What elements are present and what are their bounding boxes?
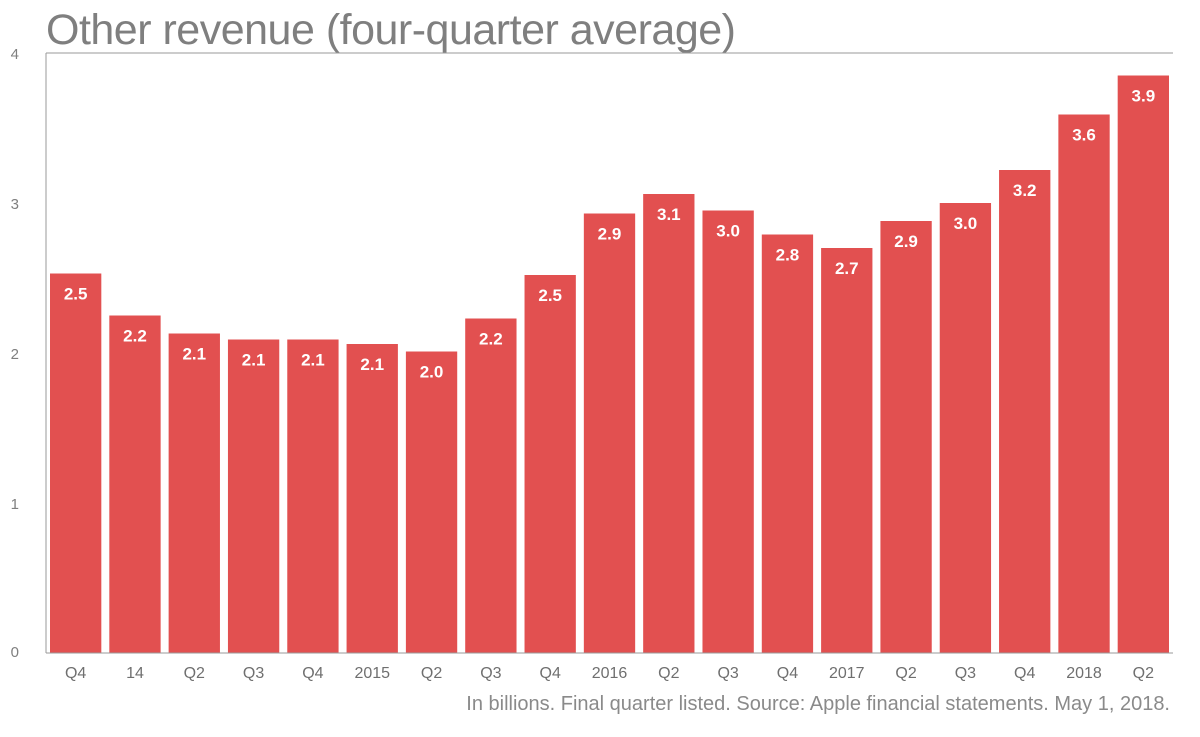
bar-value-label: 2.2: [479, 330, 503, 349]
bar: [643, 194, 695, 653]
y-axis: 0 1 2 3 4: [11, 46, 19, 661]
bar-value-label: 2.1: [242, 351, 266, 370]
bar: [702, 210, 754, 653]
bar-value-label: 3.0: [954, 214, 978, 233]
value-labels: 2.5 2.2 2.1 2.1 2.1 2.1 2.0 2.2 2.5 2.9 3.1 3.0 2.8 2…: [64, 87, 1155, 382]
bar: [405, 351, 458, 653]
bar-value-label: 2.1: [360, 355, 384, 374]
x-tick-label: 2017: [829, 665, 865, 682]
x-tick-label: 2016: [592, 665, 628, 682]
bar-value-label: 2.0: [420, 363, 444, 382]
bar-value-label: 3.1: [657, 205, 681, 224]
bar-value-label: 2.2: [123, 327, 147, 346]
x-axis: Q4 14 Q2 Q3 Q4 2015 Q2 Q3 Q4 2016 Q2 Q3 Q4 2017 Q2 Q3 Q4…: [65, 665, 1154, 682]
bar: [287, 339, 339, 653]
x-tick-label: 14: [126, 665, 144, 682]
chart-caption: In billions. Final quarter listed. Sourc…: [466, 693, 1170, 715]
bar: [346, 344, 398, 653]
x-tick-label: Q2: [421, 665, 442, 682]
bar-value-label: 2.8: [776, 246, 800, 265]
x-tick-label: Q3: [955, 665, 976, 682]
bar: [939, 203, 992, 653]
x-tick-label: Q3: [243, 665, 264, 682]
bar-value-label: 3.0: [716, 222, 740, 241]
x-tick-label: 2015: [354, 665, 390, 682]
bar: [880, 221, 932, 653]
bar: [583, 213, 636, 653]
x-tick-label: Q2: [184, 665, 205, 682]
bar-value-label: 2.1: [301, 351, 325, 370]
bar-value-label: 3.2: [1013, 181, 1037, 200]
x-tick-label: Q3: [480, 665, 501, 682]
bar: [1058, 114, 1110, 653]
bar-value-label: 2.5: [538, 286, 562, 305]
y-tick-label: 4: [11, 46, 19, 63]
bar: [168, 333, 220, 653]
bar: [1117, 75, 1169, 653]
bar: [761, 234, 814, 653]
bar-value-label: 2.7: [835, 259, 859, 278]
x-tick-label: Q2: [1133, 665, 1154, 682]
bar: [524, 275, 576, 653]
x-tick-label: 2018: [1066, 665, 1102, 682]
bar-value-label: 2.9: [894, 232, 918, 251]
bar-value-label: 3.6: [1072, 126, 1096, 145]
x-tick-label: Q3: [717, 665, 738, 682]
bar: [999, 170, 1051, 653]
y-tick-label: 2: [11, 346, 19, 363]
x-tick-label: Q4: [540, 665, 561, 682]
bar-value-label: 3.9: [1132, 87, 1156, 106]
bars: [50, 75, 1169, 653]
bar-value-label: 2.5: [64, 285, 88, 304]
bar: [50, 273, 102, 653]
y-tick-label: 0: [11, 644, 19, 661]
bar: [821, 248, 873, 653]
bar-value-label: 2.9: [598, 225, 622, 244]
chart-title: Other revenue (four-quarter average): [46, 6, 736, 54]
bar-value-label: 2.1: [182, 345, 206, 364]
bar: [465, 318, 517, 653]
x-tick-label: Q4: [777, 665, 798, 682]
x-tick-label: Q4: [1014, 665, 1035, 682]
bar: [109, 315, 161, 653]
x-tick-label: Q2: [895, 665, 916, 682]
x-tick-label: Q4: [65, 665, 86, 682]
x-tick-label: Q2: [658, 665, 679, 682]
x-tick-label: Q4: [302, 665, 323, 682]
bar: [227, 339, 280, 653]
y-tick-label: 1: [11, 496, 19, 513]
y-tick-label: 3: [11, 196, 19, 213]
